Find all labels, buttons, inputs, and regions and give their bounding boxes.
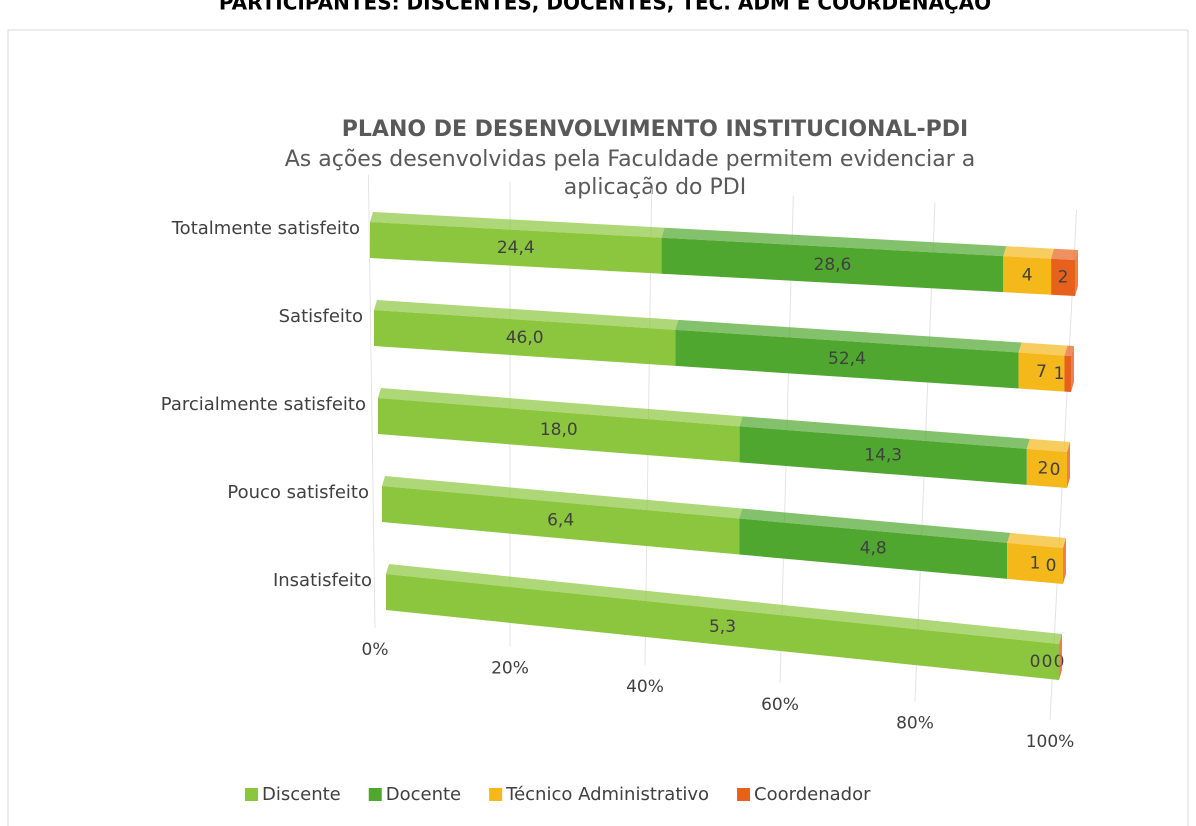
data-label: 4 — [1022, 265, 1033, 285]
legend-label: Coordenador — [754, 784, 871, 805]
data-label: 0 — [1050, 460, 1061, 480]
bar-top — [675, 319, 1022, 353]
bar-segment — [382, 486, 740, 555]
legend-swatch — [737, 788, 751, 801]
bar-top — [378, 388, 743, 427]
bar-segment — [739, 518, 1008, 579]
y-tick-label: Satisfeito — [279, 306, 363, 327]
bar-top — [374, 300, 679, 330]
bar-top — [382, 476, 743, 519]
bar-side — [1075, 250, 1078, 296]
bar-top — [1051, 248, 1078, 260]
bar-top — [370, 212, 665, 238]
bar-segment — [661, 237, 1004, 293]
data-label: 28,6 — [814, 255, 852, 275]
y-tick-label: Pouco satisfeito — [227, 482, 369, 503]
data-label: 52,4 — [828, 349, 866, 369]
data-label: 2 — [1038, 458, 1049, 478]
chart-subtitle: aplicação do PDI — [564, 175, 746, 200]
bar-segment — [1051, 258, 1075, 296]
bar-segment — [386, 574, 1059, 680]
bar-top — [1007, 532, 1066, 548]
legend-label: Discente — [262, 784, 341, 805]
bar-top — [739, 508, 1011, 543]
bar-segment — [1007, 542, 1063, 584]
x-tick-label: 100% — [1026, 732, 1075, 752]
data-label: 0 — [1042, 652, 1053, 672]
data-label: 0 — [1030, 652, 1041, 672]
grid-line — [367, 174, 376, 629]
bar-segment — [1003, 256, 1052, 295]
bar-segment — [378, 398, 740, 463]
bar-top — [1026, 438, 1070, 452]
x-tick-label: 0% — [362, 640, 389, 660]
bar-segment — [675, 329, 1019, 389]
legend-swatch — [368, 788, 382, 801]
bar-segment — [1026, 448, 1067, 488]
legend-label: Técnico Administrativo — [505, 784, 709, 805]
data-label: 5,3 — [709, 617, 736, 637]
bar-top — [1064, 345, 1074, 356]
x-tick-label: 40% — [626, 677, 664, 697]
bar-top — [1003, 246, 1055, 259]
page-title: PARTICIPANTES: DISCENTES, DOCENTES, TEC.… — [219, 0, 991, 15]
bar-top — [739, 416, 1030, 449]
x-tick-label: 80% — [896, 714, 934, 734]
bar-top — [661, 227, 1007, 257]
bar-segment — [739, 426, 1027, 485]
legend-swatch — [489, 788, 503, 801]
data-label: 24,4 — [497, 238, 535, 258]
y-tick-label: Insatisfeito — [273, 570, 372, 591]
y-tick-label: Totalmente satisfeito — [171, 218, 360, 239]
chart-subtitle: As ações desenvolvidas pela Faculdade pe… — [285, 147, 976, 172]
bar-side — [1067, 442, 1070, 488]
bar-side — [1063, 538, 1066, 584]
x-tick-label: 60% — [761, 695, 799, 715]
data-label: 1 — [1054, 364, 1065, 384]
data-label: 1 — [1030, 553, 1041, 573]
data-label: 7 — [1036, 362, 1047, 382]
bar-side — [1071, 346, 1074, 392]
data-label: 4,8 — [860, 539, 887, 559]
data-label: 46,0 — [506, 328, 544, 348]
chart-title: PLANO DE DESENVOLVIMENTO INSTITUCIONAL-P… — [342, 117, 968, 142]
data-label: 2 — [1058, 267, 1069, 287]
bar-segment — [374, 310, 676, 366]
bar-segment — [1018, 352, 1065, 392]
legend-swatch — [245, 788, 258, 801]
legend-label: Docente — [386, 784, 461, 805]
data-label: 18,0 — [540, 420, 578, 440]
bar-side — [1059, 634, 1062, 680]
data-label: 0 — [1046, 556, 1057, 576]
bar-top — [1018, 342, 1068, 356]
y-tick-label: Parcialmente satisfeito — [161, 394, 366, 415]
data-label: 6,4 — [547, 510, 574, 530]
bar-segment — [370, 222, 662, 274]
bar-top — [386, 564, 1062, 644]
data-label: 14,3 — [864, 446, 902, 466]
bar-segment — [1064, 355, 1071, 392]
x-tick-label: 20% — [491, 658, 529, 678]
